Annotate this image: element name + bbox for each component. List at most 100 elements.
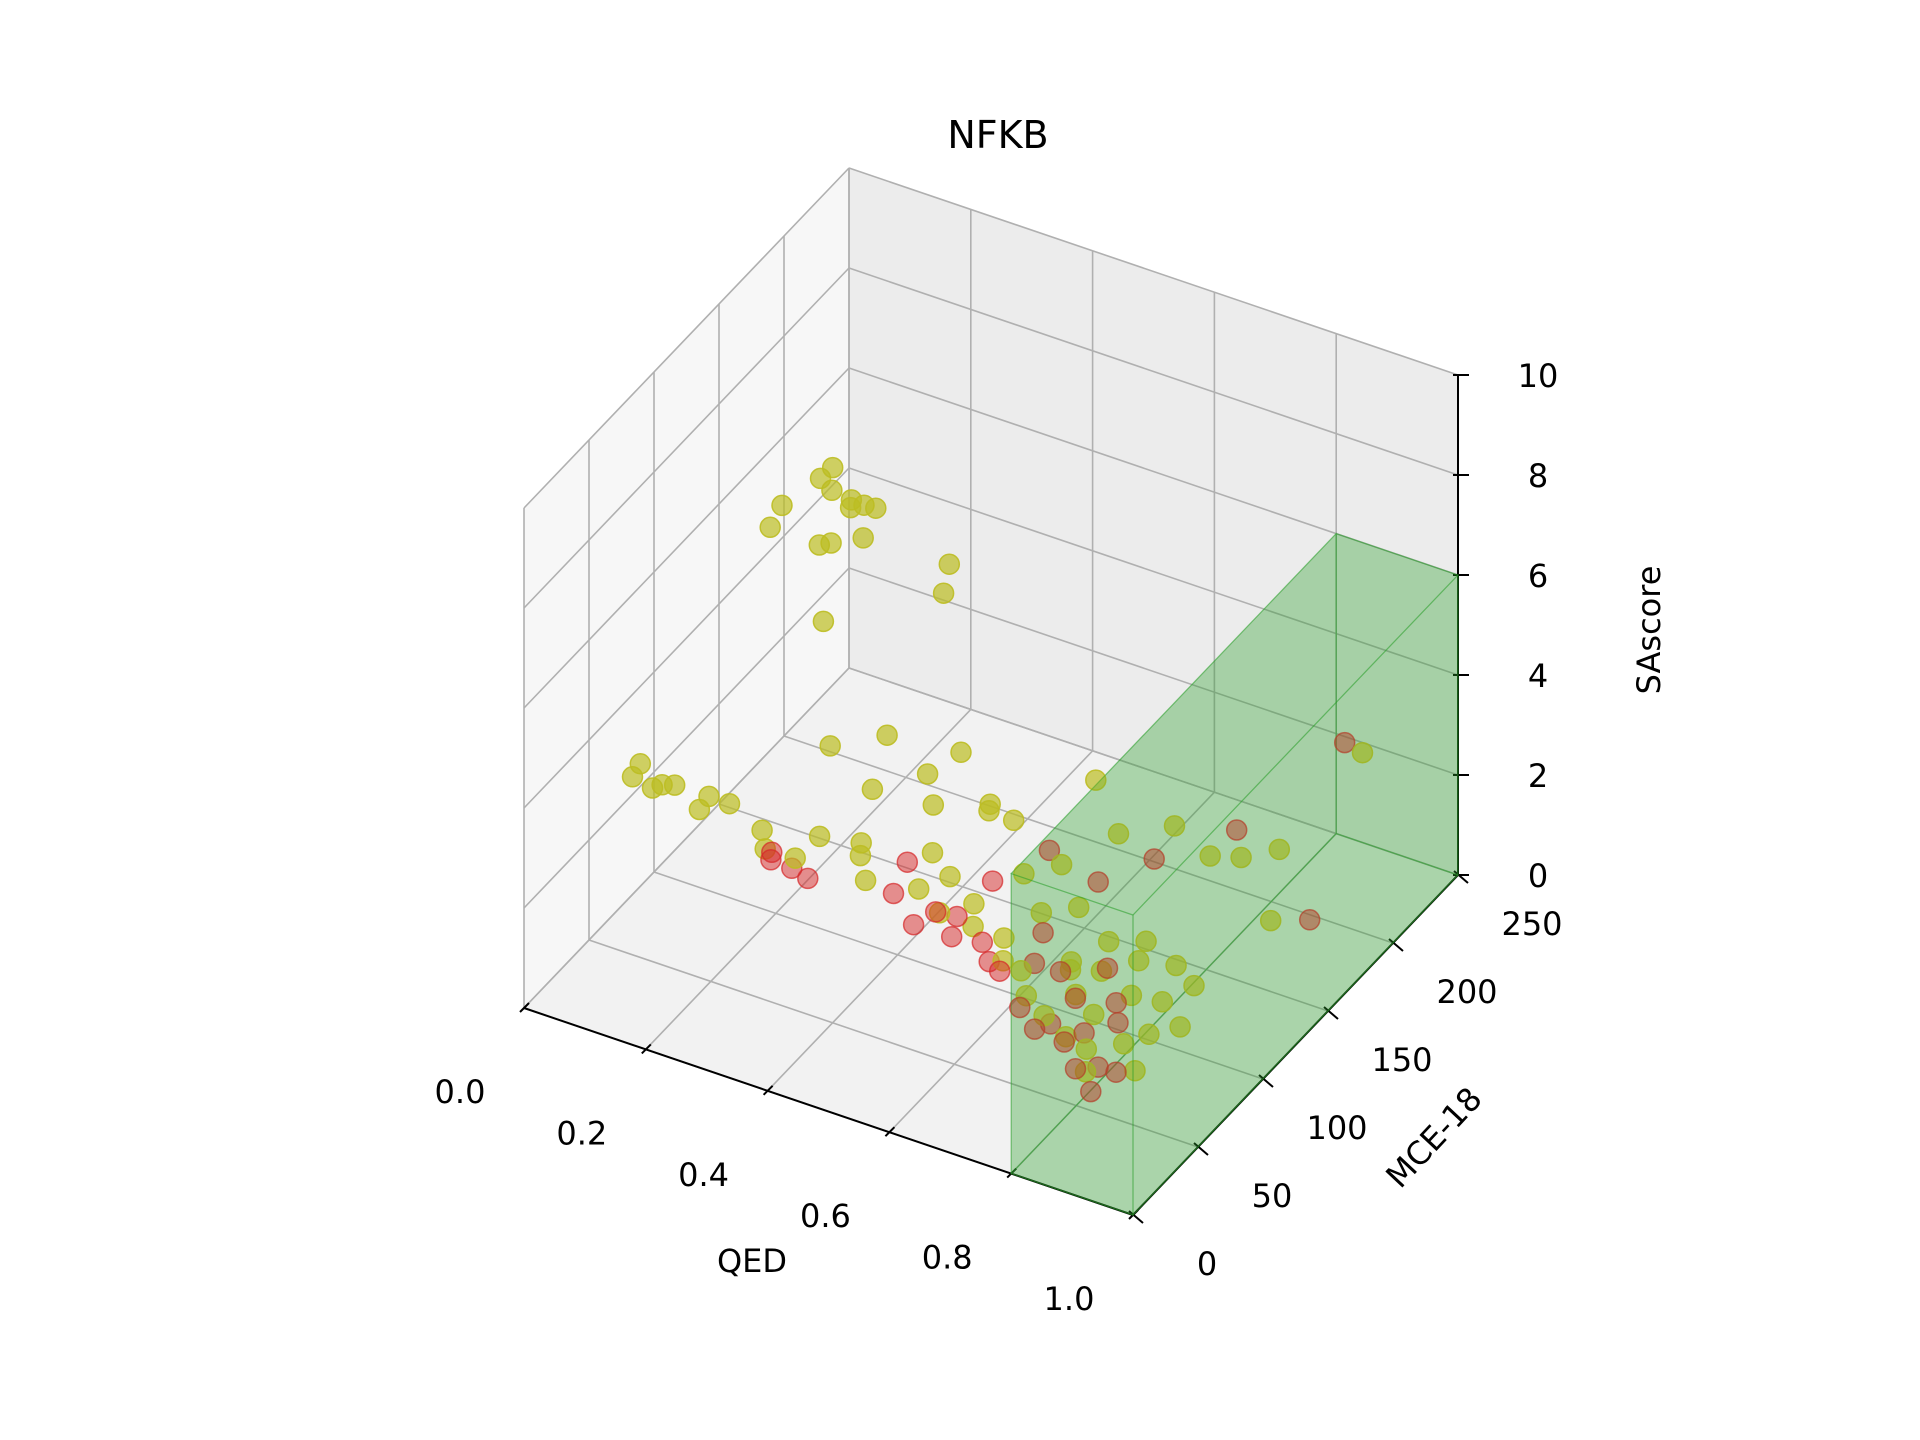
- scatter-point-series-0: [902, 913, 925, 936]
- x-tick-label: 0.6: [800, 1197, 851, 1235]
- y-tick-label: 50: [1252, 1177, 1293, 1215]
- scatter-point-series-1: [854, 869, 877, 892]
- scatter-point-series-0: [1032, 921, 1054, 944]
- x-tick-mark: [641, 1043, 652, 1055]
- scatter-point-series-0: [1009, 996, 1031, 1019]
- x-tick-mark: [884, 1126, 896, 1137]
- scatter-point-series-0: [924, 901, 947, 923]
- scatter-point-series-1: [963, 893, 985, 915]
- z-axis-label: SAscore: [1630, 566, 1668, 695]
- grid-line-z-back: [848, 267, 1459, 476]
- region-face-right: [1132, 573, 1459, 1217]
- scatter-point-series-1: [1165, 954, 1187, 977]
- scatter-point-series-0: [1333, 731, 1356, 754]
- grid-line-z-back: [848, 167, 1459, 376]
- scatter-point-series-0: [1049, 960, 1072, 983]
- grid-line-y-floor: [783, 735, 1394, 944]
- scatter-point-series-1: [698, 785, 720, 808]
- scatter-point-series-1: [1183, 974, 1205, 997]
- z-tick-label: 8: [1528, 457, 1548, 495]
- grid-line-z-back: [848, 367, 1459, 576]
- scatter-point-series-0: [1105, 1061, 1127, 1083]
- y-axis-line: [1132, 874, 1459, 1216]
- scatter-point-series-0: [981, 870, 1004, 892]
- scatter-point-series-1: [1112, 1033, 1135, 1055]
- scatter-point-series-1: [1169, 1016, 1191, 1038]
- scatter-point-series-1: [1082, 1003, 1105, 1026]
- scatter-point-series-1: [819, 735, 841, 757]
- scatter-point-series-0: [1298, 909, 1321, 931]
- z-tick-label: 4: [1528, 657, 1548, 695]
- region-face-bottom: [1010, 832, 1460, 1216]
- region-face-front: [1010, 872, 1134, 1216]
- scatter-point-series-1: [1163, 815, 1186, 837]
- scatter-point-series-0: [946, 905, 968, 928]
- scatter-point-series-0: [1064, 987, 1087, 1010]
- y-tick-label: 150: [1371, 1041, 1432, 1079]
- scatter-point-series-1: [771, 494, 793, 517]
- x-axis-label: QED: [717, 1242, 787, 1280]
- scatter-point-series-1: [938, 553, 961, 575]
- scatter-point-series-0: [882, 882, 905, 905]
- scatter-point-series-1: [932, 582, 955, 604]
- grid-line-z-back: [848, 567, 1459, 776]
- scatter-point-series-1: [1138, 1023, 1160, 1046]
- scatter-point-series-1: [784, 847, 806, 869]
- grid-line-x-floor: [1010, 833, 1337, 1175]
- scatter-point-series-0: [1225, 819, 1248, 841]
- grid-line-z-back: [848, 467, 1459, 676]
- grid-line-y-floor: [588, 939, 1199, 1148]
- grid-line-y-floor: [653, 871, 1264, 1080]
- scatter-point-series-0: [1023, 1018, 1046, 1040]
- scatter-point-series-1: [939, 865, 961, 888]
- grid-line-z-left: [523, 167, 850, 509]
- scatter-point-series-1: [759, 516, 781, 539]
- x-tick-label: 0.0: [435, 1073, 486, 1111]
- scatter-point-series-1: [808, 825, 831, 848]
- scatter-point-series-1: [916, 763, 939, 785]
- x-tick-mark: [519, 1002, 530, 1013]
- scatter-point-series-0: [1107, 1012, 1129, 1034]
- y-tick-mark: [1388, 938, 1404, 952]
- x-tick-mark: [762, 1085, 774, 1096]
- scatter-point-series-0: [1038, 839, 1061, 862]
- scatter-point-series-1: [993, 927, 1015, 949]
- scatter-point-series-0: [1064, 1058, 1087, 1080]
- x-tick-label: 1.0: [1044, 1280, 1095, 1318]
- scatter-point-series-0: [988, 960, 1011, 982]
- axis-lines: [523, 375, 1459, 1216]
- scatter-point-series-1: [1002, 809, 1025, 832]
- scatter-point-series-1: [839, 496, 862, 519]
- scatter-point-series-0: [1087, 871, 1109, 893]
- y-tick-mark: [1193, 1142, 1209, 1156]
- scatter-point-series-1: [812, 610, 835, 633]
- scatter-point-series-1: [651, 774, 673, 796]
- scatter-point-series-0: [1080, 1080, 1102, 1103]
- y-tick-label: 0: [1197, 1245, 1217, 1283]
- x-tick-mark: [1006, 1167, 1017, 1179]
- scatter-point-series-1: [1085, 769, 1107, 791]
- scatter-point-series-1: [718, 792, 741, 815]
- scatter-point-series-1: [1107, 823, 1130, 845]
- target-region-front: [1010, 532, 1460, 1217]
- scatter-point-series-1: [907, 878, 930, 900]
- grid-line-x-floor: [888, 791, 1215, 1133]
- scatter-points: [621, 456, 1374, 1103]
- grid-line-z-back: [848, 667, 1459, 876]
- region-face-back: [1335, 532, 1459, 876]
- grid-line-z-left: [523, 567, 850, 909]
- scatter-point-series-1: [922, 794, 945, 816]
- z-tick-label: 2: [1528, 757, 1548, 795]
- scatter-point-series-1: [876, 724, 898, 746]
- scatter-point-series-1: [1013, 863, 1035, 885]
- x-tick-label: 0.2: [556, 1114, 607, 1152]
- scatter-point-series-1: [1351, 741, 1374, 764]
- chart-title: NFKB: [947, 113, 1048, 157]
- y-tick-mark: [1453, 870, 1469, 884]
- scatter-point-series-1: [1199, 845, 1221, 867]
- scatter-point-series-0: [971, 931, 994, 954]
- x-tick-label: 0.4: [678, 1156, 729, 1194]
- scatter-point-series-1: [821, 479, 843, 502]
- scatter-point-series-0: [896, 851, 919, 873]
